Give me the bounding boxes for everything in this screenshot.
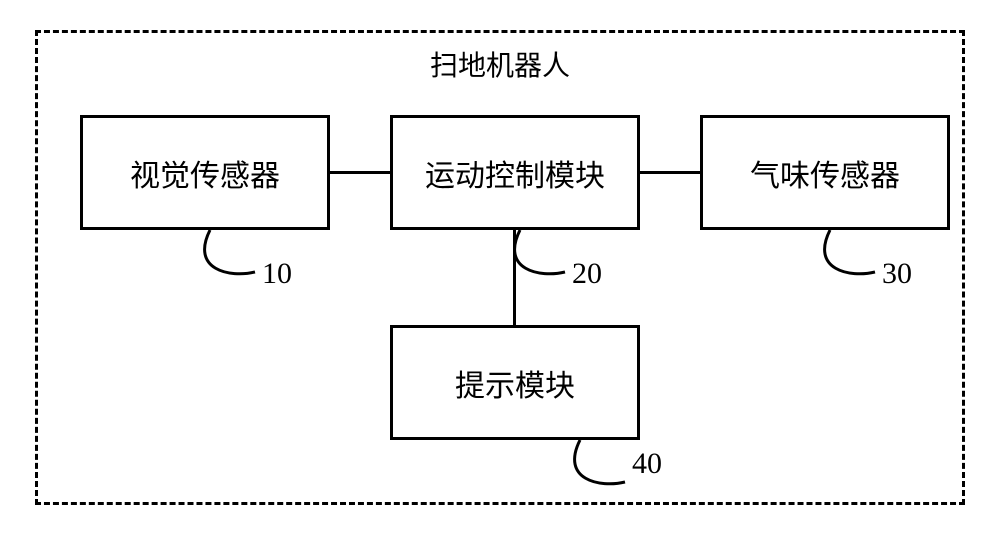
callout-label-30: 30	[882, 257, 912, 291]
callout-label-10: 10	[262, 257, 292, 291]
edge-10-20	[330, 171, 390, 174]
node-smell-sensor: 气味传感器	[700, 115, 950, 230]
node-label: 气味传感器	[750, 151, 900, 195]
diagram-title: 扫地机器人	[400, 44, 600, 84]
edge-20-40	[513, 230, 516, 325]
node-label: 视觉传感器	[130, 151, 280, 195]
node-visual-sensor: 视觉传感器	[80, 115, 330, 230]
node-label: 提示模块	[455, 361, 575, 405]
node-motion-control: 运动控制模块	[390, 115, 640, 230]
node-prompt-module: 提示模块	[390, 325, 640, 440]
callout-label-40: 40	[632, 447, 662, 481]
node-label: 运动控制模块	[425, 151, 605, 195]
callout-label-20: 20	[572, 257, 602, 291]
edge-20-30	[640, 171, 700, 174]
